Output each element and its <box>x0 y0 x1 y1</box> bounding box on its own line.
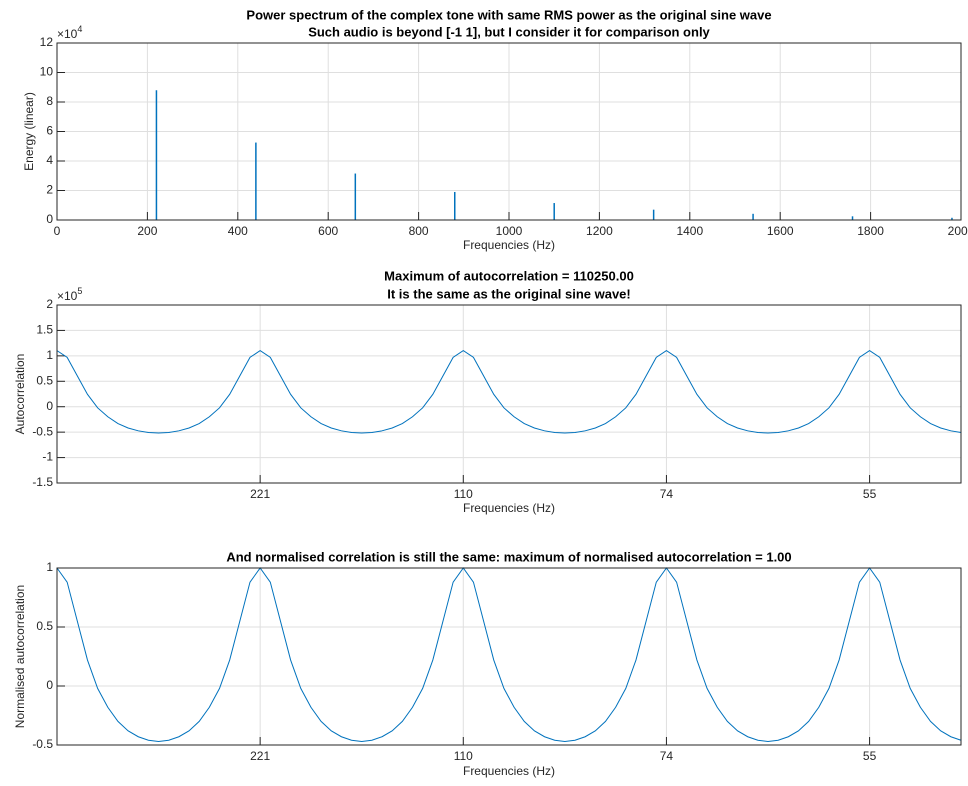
x-tick-label: 74 <box>660 749 674 763</box>
axes-box <box>56 567 962 746</box>
x-tick-label: 0 <box>54 224 61 238</box>
plot-area <box>57 568 961 745</box>
x-tick-label: 221 <box>250 487 270 501</box>
curve <box>56 567 962 742</box>
y-tick-label: 6 <box>46 124 53 138</box>
y-tick-label: 1 <box>46 560 53 574</box>
y-tick-label: 8 <box>46 94 53 108</box>
x-tick-label: 400 <box>228 224 248 238</box>
x-tick-label: 200 <box>137 224 157 238</box>
x-tick-label: 55 <box>863 487 877 501</box>
x-axis-label: Frequencies (Hz) <box>463 238 555 252</box>
x-tick-label: 74 <box>660 487 674 501</box>
y-tick-label: 0.5 <box>36 373 53 387</box>
chart-title: It is the same as the original sine wave… <box>387 286 630 301</box>
chart-title: Maximum of autocorrelation = 110250.00 <box>384 268 634 283</box>
x-axis-label: Frequencies (Hz) <box>463 501 555 515</box>
x-tick-label: 55 <box>863 749 877 763</box>
y-axis-label: Energy (linear) <box>22 92 36 171</box>
x-tick-label: 1200 <box>586 224 613 238</box>
x-tick-label: 221 <box>250 749 270 763</box>
y-exponent: ×105 <box>57 286 82 303</box>
y-tick-label: 0 <box>46 678 53 692</box>
x-tick-label: 1600 <box>767 224 794 238</box>
y-tick-label: 2 <box>46 183 53 197</box>
x-axis-label: Frequencies (Hz) <box>463 764 555 778</box>
x-tick-label: 110 <box>454 749 473 763</box>
y-exponent: ×104 <box>57 24 82 41</box>
y-tick-label: -0.5 <box>32 737 53 751</box>
x-tick-label: 110 <box>454 487 473 501</box>
y-tick-label: 4 <box>46 153 53 167</box>
exponent-power: 5 <box>77 286 82 296</box>
y-axis-label: Normalised autocorrelation <box>13 585 27 728</box>
chart-title: Such audio is beyond [-1 1], but I consi… <box>308 24 710 39</box>
axes-box <box>56 304 962 484</box>
y-tick-label: 10 <box>40 65 54 79</box>
y-tick-label: 1 <box>46 348 53 362</box>
y-tick-label: 0 <box>46 212 53 226</box>
axes-box <box>56 42 962 221</box>
y-tick-label: 0 <box>46 399 53 413</box>
chart-title: Power spectrum of the complex tone with … <box>246 7 771 22</box>
curve <box>56 350 962 434</box>
y-tick-label: 1.5 <box>36 323 53 337</box>
x-tick-label: 1800 <box>857 224 884 238</box>
y-tick-label: -1 <box>42 450 53 464</box>
y-tick-label: -1.5 <box>32 475 53 489</box>
exponent-base: ×10 <box>57 289 78 303</box>
x-tick-label: 600 <box>318 224 338 238</box>
y-tick-label: 12 <box>40 35 54 49</box>
x-tick-label: 800 <box>409 224 429 238</box>
plot-area <box>57 305 961 483</box>
y-tick-label: 2 <box>46 297 53 311</box>
x-tick-label: 1000 <box>496 224 523 238</box>
y-tick-label: 0.5 <box>36 619 53 633</box>
y-axis-label: Autocorrelation <box>13 354 27 435</box>
y-tick-label: -0.5 <box>32 424 53 438</box>
exponent-base: ×10 <box>57 27 78 41</box>
x-tick-label: 1400 <box>676 224 703 238</box>
chart-title: And normalised correlation is still the … <box>226 549 791 564</box>
exponent-power: 4 <box>77 24 82 34</box>
